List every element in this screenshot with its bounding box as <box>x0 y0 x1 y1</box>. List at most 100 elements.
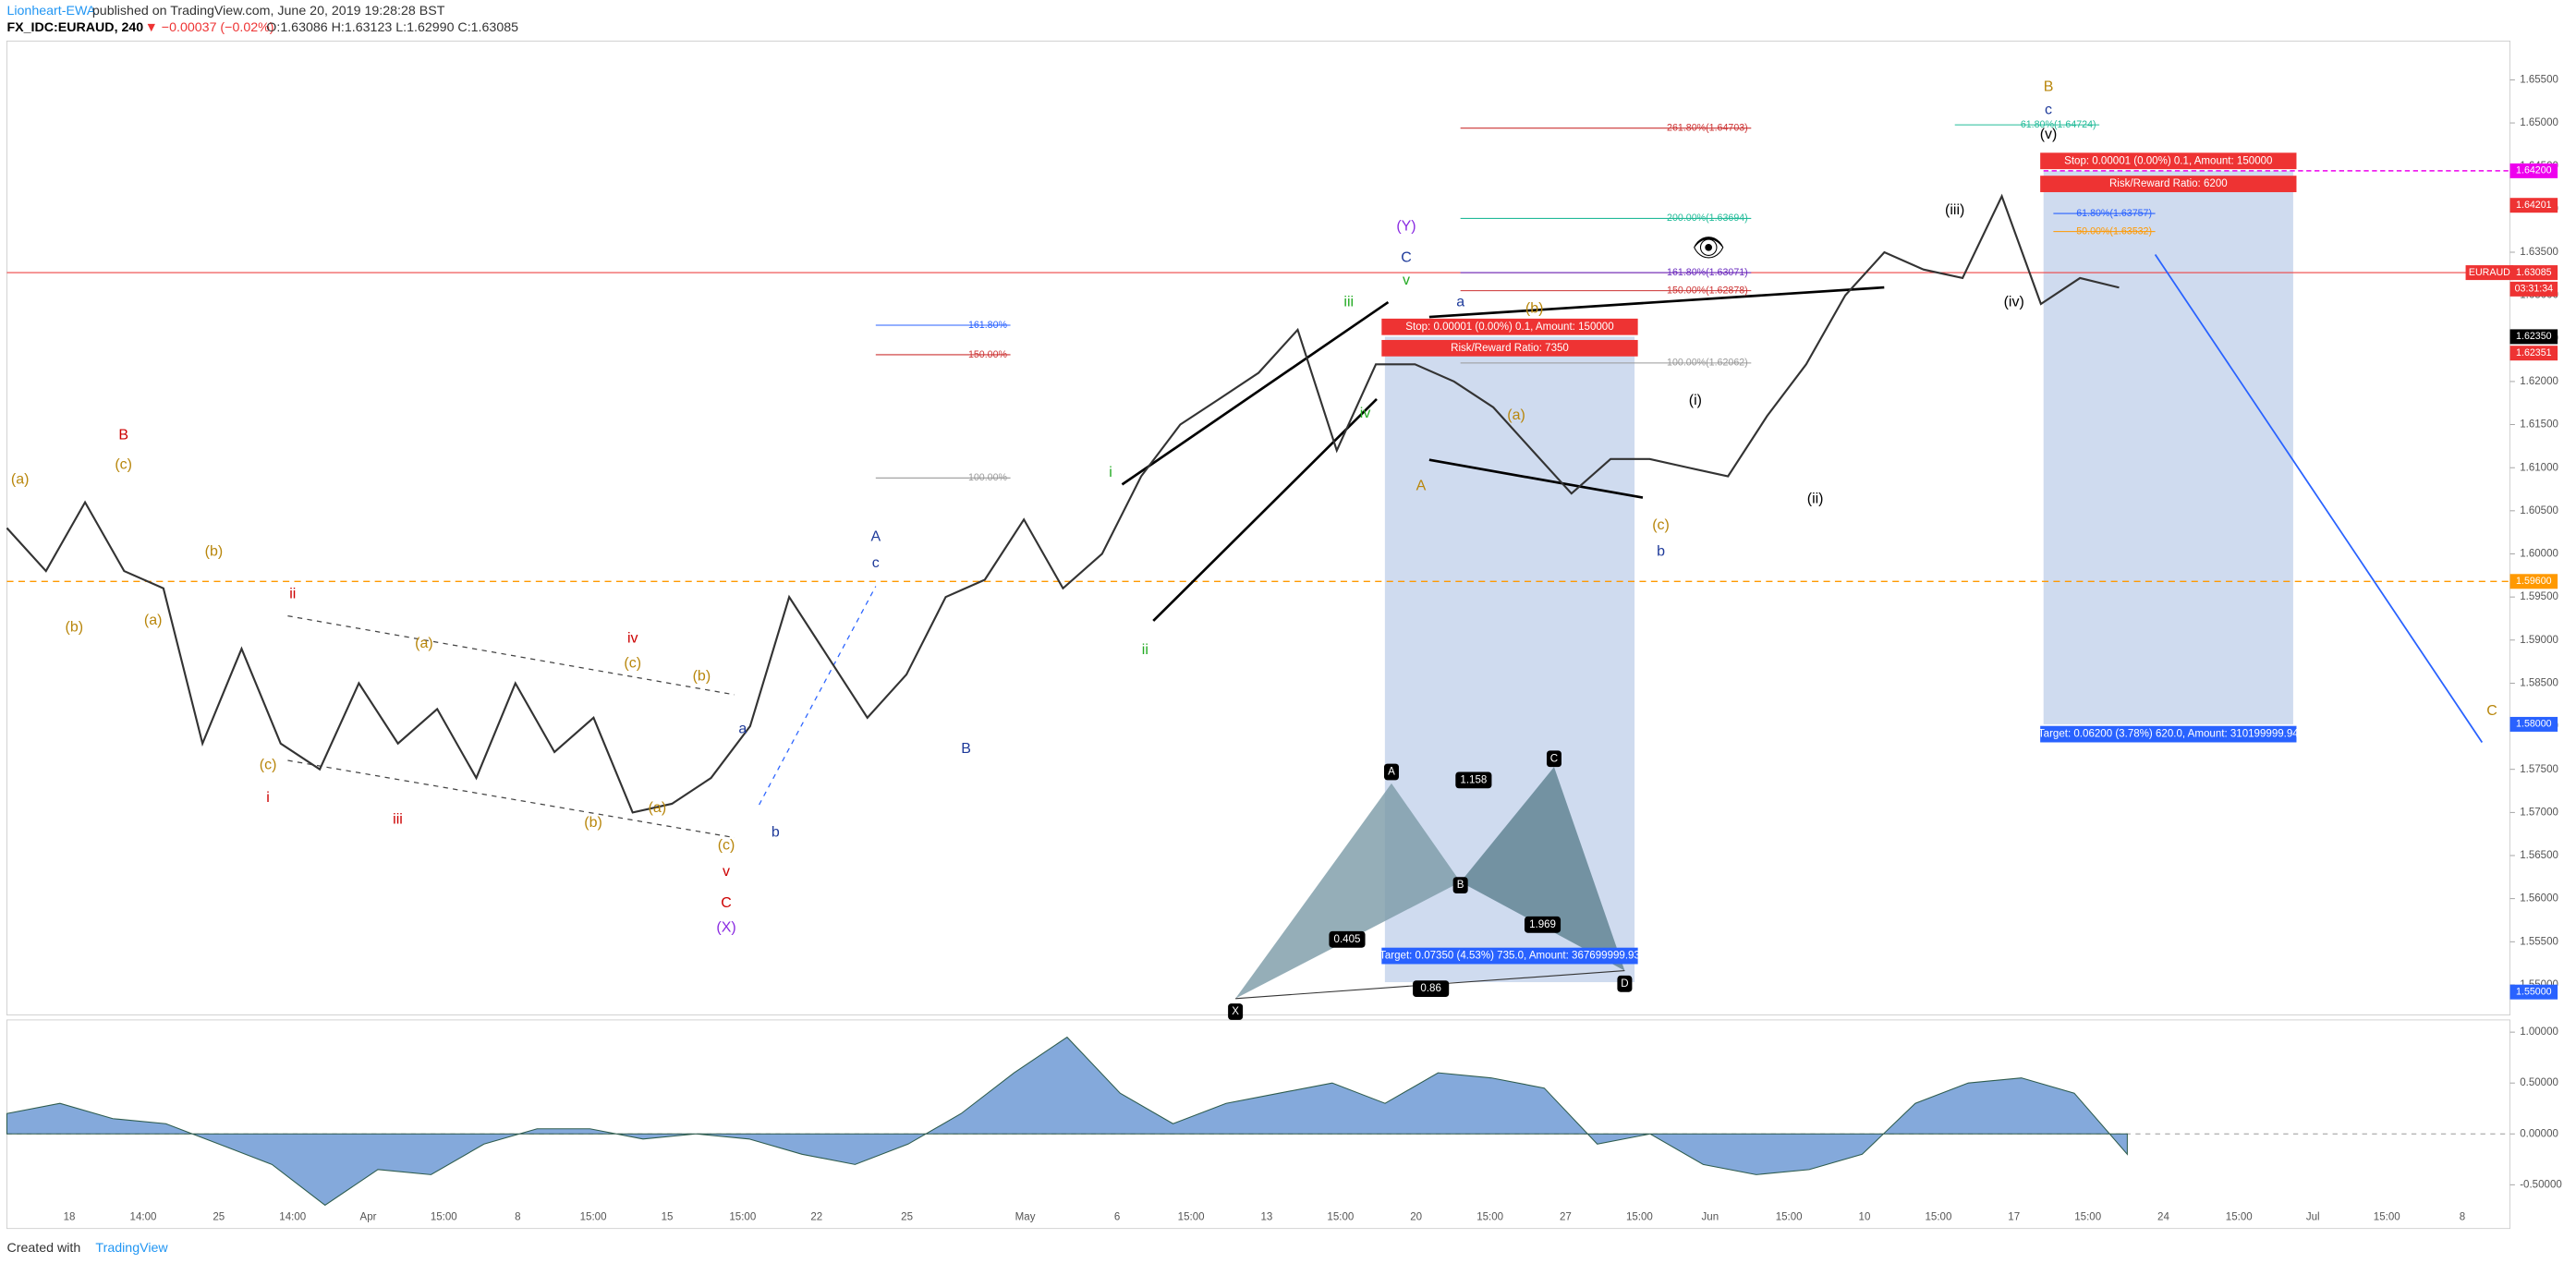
price-line <box>6 193 2120 814</box>
footer-brand: TradingView <box>95 1241 168 1256</box>
y-tick-label: 1.61000 <box>2520 462 2558 473</box>
wave-label: c <box>872 555 880 571</box>
position-label: Stop: 0.00001 (0.00%) 0.1, Amount: 15000… <box>2064 155 2272 166</box>
price-badge <box>2509 198 2558 213</box>
change: ▼ −0.00037 (−0.02%) <box>145 20 274 35</box>
y-tick-label: 1.65000 <box>2520 117 2558 128</box>
wave-label: B <box>961 741 971 757</box>
wave-label: a <box>738 721 747 736</box>
ohlc: O:1.63086 H:1.63123 L:1.62990 C:1.63085 <box>266 20 518 35</box>
price-badge-label: 1.58000 <box>2516 719 2552 730</box>
position-box <box>2043 170 2293 724</box>
price-badge <box>2509 716 2558 732</box>
harmonic-label-bg <box>1546 750 1561 768</box>
wave-label: (c) <box>718 838 735 854</box>
trend-line <box>1152 398 1378 622</box>
price-badge-label: EURAUD <box>2469 267 2510 278</box>
wave-label: v <box>723 864 730 880</box>
position-label: Stop: 0.00001 (0.00%) 0.1, Amount: 15000… <box>1405 322 1613 333</box>
harmonic-label-bg <box>1452 877 1468 894</box>
price-badge-label: 1.63085 <box>2516 267 2552 278</box>
wave-label: (v) <box>2040 127 2058 142</box>
price-badge <box>2465 265 2514 281</box>
wave-label: (b) <box>584 815 602 831</box>
fib-label: 261.80%(1.64703) <box>1667 122 1748 133</box>
x-tick-label: 22 <box>810 1211 822 1222</box>
x-tick-label: Jul <box>2306 1211 2320 1222</box>
x-tick-label: 15:00 <box>729 1211 756 1222</box>
price-badge <box>2509 329 2558 345</box>
wave-label: (c) <box>624 655 641 671</box>
fib-label: 61.80%(1.64724) <box>2021 119 2096 130</box>
x-tick-label: 20 <box>1410 1211 1422 1222</box>
price-badge-label: 1.64200 <box>2516 165 2552 176</box>
x-tick-label: 15:00 <box>431 1211 457 1222</box>
osc-tick-label: -0.50000 <box>2520 1179 2562 1190</box>
y-tick-label: 1.57500 <box>2520 764 2558 775</box>
y-tick-label: 1.62000 <box>2520 376 2558 387</box>
x-tick-label: May <box>1015 1211 1036 1222</box>
fib-label: 150.00%(1.62878) <box>1667 285 1748 296</box>
wave-label: b <box>1657 544 1665 560</box>
wave-label: (a) <box>649 800 667 816</box>
price-badge <box>2509 281 2558 297</box>
trend-line <box>1428 285 1885 319</box>
wave-label: (i) <box>1689 393 1702 408</box>
x-tick-label: Jun <box>1702 1211 1719 1222</box>
harmonic-leg <box>1460 767 1625 971</box>
published: published on TradingView.com, June 20, 2… <box>92 4 445 18</box>
fib-label: 150.00% <box>968 349 1008 360</box>
eye-icon: 👁 <box>1692 234 1725 263</box>
position-label-bg <box>2040 176 2297 192</box>
harmonic-label-bg <box>1413 980 1450 998</box>
wave-label: C <box>1401 249 1412 265</box>
osc-tick-label: 0.00000 <box>2520 1128 2558 1139</box>
harmonic-label: D <box>1621 978 1628 990</box>
y-tick-label: 1.55500 <box>2520 936 2558 947</box>
wave-label: (c) <box>260 758 277 773</box>
price-badge-label: 1.62351 <box>2516 347 2552 358</box>
price-badge <box>2509 265 2558 281</box>
osc-tick-label: 0.50000 <box>2520 1077 2558 1088</box>
position-label: Risk/Reward Ratio: 6200 <box>2109 178 2228 189</box>
wave-label: (b) <box>205 544 224 560</box>
fib-label: 50.00%(1.63532) <box>2076 225 2152 237</box>
price-badge-label: 1.62350 <box>2516 331 2552 342</box>
y-tick-label: 1.56000 <box>2520 893 2558 905</box>
x-tick-label: 8 <box>2460 1211 2465 1222</box>
x-tick-label: 15:00 <box>2374 1211 2400 1222</box>
x-tick-label: Apr <box>360 1211 377 1222</box>
price-badge <box>2509 984 2558 1000</box>
x-tick-label: 15:00 <box>1626 1211 1653 1222</box>
harmonic-label: 1.158 <box>1460 774 1487 785</box>
wave-label: (X) <box>716 920 735 936</box>
x-tick-label: 27 <box>1560 1211 1572 1222</box>
price-badge-label: 1.55000 <box>2516 987 2552 998</box>
x-tick-label: 25 <box>901 1211 913 1222</box>
wave-label: (b) <box>66 619 84 635</box>
fib-label: 100.00%(1.62062) <box>1667 358 1748 369</box>
wave-label: (c) <box>1652 517 1670 533</box>
author: Lionheart-EWA <box>6 4 95 18</box>
position-label-bg <box>1381 318 1638 335</box>
x-tick-label: 15:00 <box>1776 1211 1803 1222</box>
x-tick-label: 15:00 <box>580 1211 607 1222</box>
wave-label: a <box>1456 294 1464 310</box>
wave-label: B <box>2044 79 2054 94</box>
x-tick-label: 15:00 <box>1925 1211 1951 1222</box>
x-tick-label: 24 <box>2157 1211 2169 1222</box>
price-badge-label: 1.64201 <box>2516 200 2552 211</box>
harmonic-label: X <box>1232 1006 1239 1017</box>
fib-label: 100.00% <box>968 472 1008 483</box>
wave-label: (iii) <box>1945 202 1964 218</box>
wave-label: iii <box>393 811 403 827</box>
harmonic-label: 1.969 <box>1529 919 1556 930</box>
wave-label: B <box>118 427 128 443</box>
header: Lionheart-EWA published on TradingView.c… <box>6 4 518 35</box>
channel <box>287 614 735 696</box>
wave-label: C <box>721 895 732 911</box>
wave-label: (a) <box>415 636 433 651</box>
x-tick-label: 6 <box>1114 1211 1120 1222</box>
position-label: Target: 0.06200 (3.78%) 620.0, Amount: 3… <box>2038 729 2299 740</box>
y-tick-label: 1.61500 <box>2520 419 2558 431</box>
